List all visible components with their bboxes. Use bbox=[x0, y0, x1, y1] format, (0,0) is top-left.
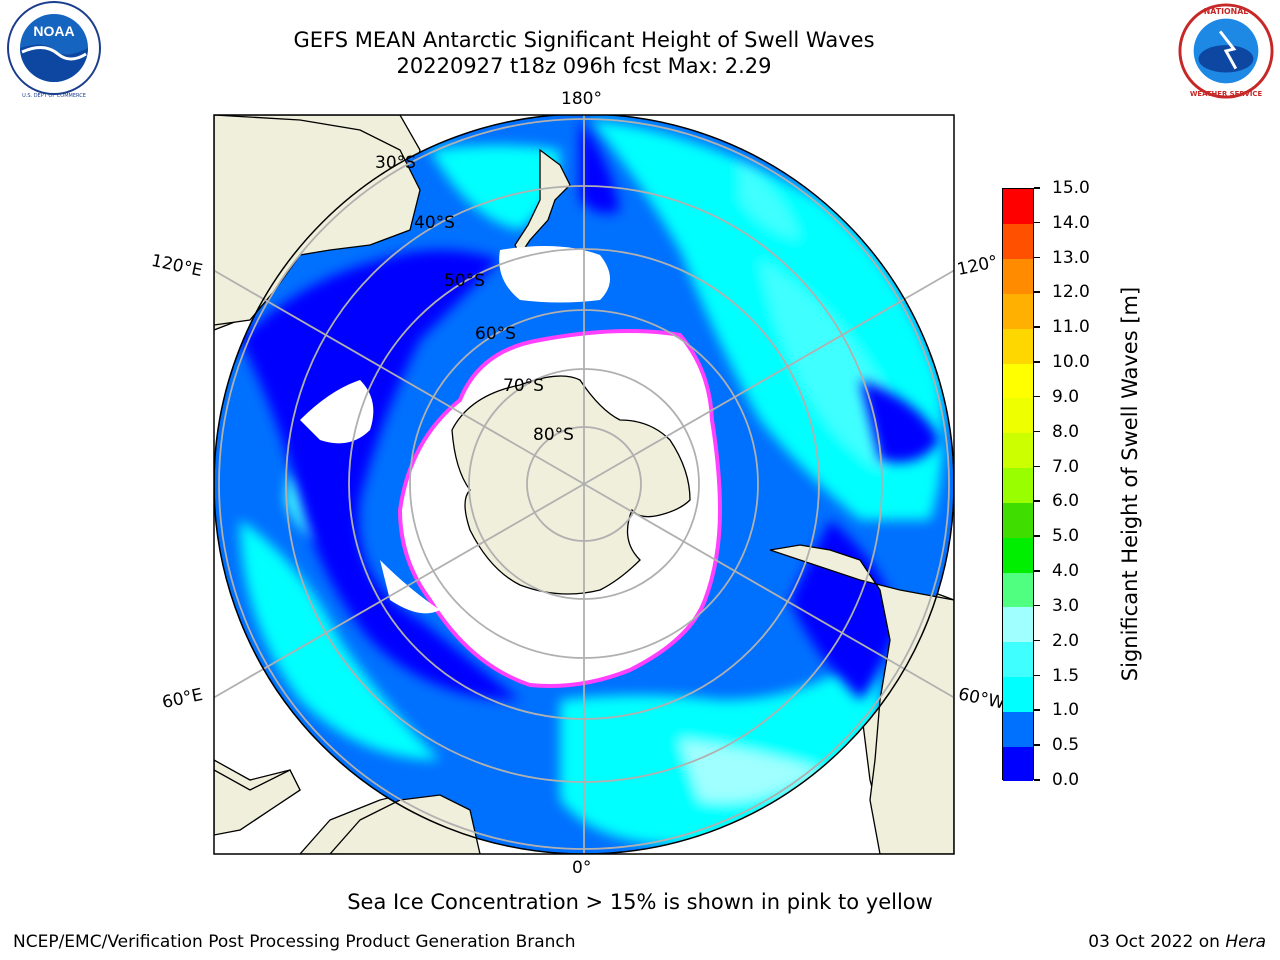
colorbar-segment bbox=[1003, 572, 1033, 608]
colorbar-title: Significant Height of Swell Waves [m] bbox=[1118, 286, 1142, 682]
colorbar-segment bbox=[1003, 397, 1033, 434]
colorbar-tick-label: 9.0 bbox=[1052, 386, 1080, 407]
colorbar-segment bbox=[1003, 293, 1033, 329]
colorbar-segment bbox=[1003, 537, 1033, 573]
antarctica bbox=[451, 375, 691, 595]
svg-text:NATIONAL: NATIONAL bbox=[1204, 7, 1249, 16]
colorbar-tick-mark bbox=[1034, 674, 1040, 677]
colorbar-tick-label: 1.0 bbox=[1052, 700, 1080, 721]
colorbar-tick-label: 6.0 bbox=[1052, 491, 1080, 512]
colorbar-tick-mark bbox=[1034, 639, 1040, 642]
colorbar-tick-label: 11.0 bbox=[1052, 317, 1090, 338]
svg-text:U.S. DEPT OF COMMERCE: U.S. DEPT OF COMMERCE bbox=[22, 93, 86, 99]
colorbar-tick-mark bbox=[1034, 291, 1040, 293]
chart-subtitle: 20220927 t18z 096h fcst Max: 2.29 bbox=[396, 54, 772, 78]
lat-label-80s: 80°S bbox=[533, 425, 574, 445]
colorbar-tick-label: 0.5 bbox=[1052, 735, 1080, 756]
colorbar-tick-label: 4.0 bbox=[1052, 561, 1080, 582]
lat-label-70s: 70°S bbox=[503, 376, 544, 396]
colorbar-segment bbox=[1003, 502, 1033, 538]
credit-text: NCEP/EMC/Verification Post Processing Pr… bbox=[13, 932, 576, 952]
graticule bbox=[214, 115, 954, 854]
colorbar-tick-label: 8.0 bbox=[1052, 421, 1080, 442]
colorbar-segment bbox=[1003, 676, 1033, 712]
colorbar-tick-label: 14.0 bbox=[1052, 212, 1090, 233]
colorbar-tick-mark bbox=[1034, 779, 1040, 781]
colorbar-tick-mark bbox=[1034, 465, 1040, 468]
colorbar-tick-label: 0.0 bbox=[1052, 770, 1080, 790]
sea-ice-note: Sea Ice Concentration > 15% is shown in … bbox=[347, 890, 933, 914]
colorbar-tick-mark bbox=[1034, 604, 1040, 607]
colorbar-tick-mark bbox=[1034, 430, 1040, 433]
colorbar-tick-label: 15.0 bbox=[1052, 178, 1090, 198]
land-in-disk bbox=[214, 115, 954, 854]
colorbar-tick-mark bbox=[1034, 744, 1040, 746]
colorbar-segment bbox=[1003, 432, 1033, 469]
colorbar-segment bbox=[1003, 328, 1033, 364]
colorbar-tick-mark bbox=[1034, 361, 1040, 363]
colorbar-tick-mark bbox=[1034, 500, 1040, 502]
colorbar-tick-mark bbox=[1034, 709, 1040, 711]
date-text: 03 Oct 2022 on Hera bbox=[1088, 932, 1266, 952]
colorbar-segment bbox=[1003, 363, 1033, 399]
colorbar-segment bbox=[1003, 606, 1033, 643]
lat-label-30s: 30°S bbox=[375, 153, 416, 173]
colorbar-tick-label: 10.0 bbox=[1052, 352, 1090, 373]
colorbar bbox=[1002, 188, 1034, 782]
host-name: Hera bbox=[1225, 932, 1266, 952]
svg-text:NOAA: NOAA bbox=[33, 23, 74, 39]
colorbar-tick-mark bbox=[1034, 187, 1040, 189]
colorbar-segment bbox=[1003, 258, 1033, 294]
colorbar-tick-label: 5.0 bbox=[1052, 526, 1080, 547]
colorbar-tick-label: 7.0 bbox=[1052, 456, 1080, 477]
colorbar-tick-mark bbox=[1034, 395, 1040, 398]
colorbar-tick-label: 13.0 bbox=[1052, 247, 1090, 268]
colorbar-tick-mark bbox=[1034, 326, 1040, 328]
colorbar-segment bbox=[1003, 746, 1033, 782]
colorbar-tick-label: 3.0 bbox=[1052, 595, 1080, 616]
noaa-logo: NOAA U.S. DEPT OF COMMERCE bbox=[7, 1, 101, 99]
colorbar-segment bbox=[1003, 711, 1033, 747]
colorbar-segment bbox=[1003, 223, 1033, 260]
lat-label-40s: 40°S bbox=[414, 213, 455, 233]
colorbar-segment bbox=[1003, 641, 1033, 678]
colorbar-tick-mark bbox=[1034, 570, 1040, 572]
chart-title: GEFS MEAN Antarctic Significant Height o… bbox=[293, 28, 875, 52]
colorbar-tick-mark bbox=[1034, 221, 1040, 224]
colorbar-segment bbox=[1003, 189, 1033, 225]
lat-label-60s: 60°S bbox=[475, 324, 516, 344]
colorbar-tick-mark bbox=[1034, 535, 1040, 537]
colorbar-tick-mark bbox=[1034, 256, 1040, 259]
lon-label-0: 0° bbox=[572, 858, 592, 878]
colorbar-segment bbox=[1003, 467, 1033, 503]
svg-text:WEATHER SERVICE: WEATHER SERVICE bbox=[1190, 90, 1263, 98]
colorbar-tick-label: 1.5 bbox=[1052, 665, 1080, 686]
lon-label-180: 180° bbox=[561, 89, 602, 109]
colorbar-tick-label: 2.0 bbox=[1052, 630, 1080, 651]
nws-logo: NATIONAL WEATHER SERVICE bbox=[1178, 3, 1274, 99]
colorbar-tick-label: 12.0 bbox=[1052, 282, 1090, 303]
lat-label-50s: 50°S bbox=[444, 271, 485, 291]
